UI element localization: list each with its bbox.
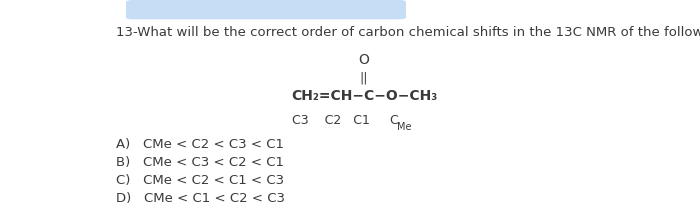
Text: C3    C2   C1: C3 C2 C1	[292, 114, 370, 127]
Text: ||: ||	[360, 72, 368, 85]
Text: 13-What will be the correct order of carbon chemical shifts in the 13C NMR of th: 13-What will be the correct order of car…	[116, 26, 700, 39]
Text: Me: Me	[397, 122, 412, 132]
Text: C)   CMe < C2 < C1 < C3: C) CMe < C2 < C1 < C3	[116, 174, 284, 187]
Text: D)   CMe < C1 < C2 < C3: D) CMe < C1 < C2 < C3	[116, 192, 284, 205]
Text: B)   CMe < C3 < C2 < C1: B) CMe < C3 < C2 < C1	[116, 156, 284, 169]
FancyBboxPatch shape	[126, 0, 406, 19]
Text: O: O	[358, 53, 370, 67]
Text: A)   CMe < C2 < C3 < C1: A) CMe < C2 < C3 < C1	[116, 138, 284, 150]
Text: C: C	[389, 114, 398, 127]
Text: CH₂=CH−C−O−CH₃: CH₂=CH−C−O−CH₃	[291, 89, 437, 103]
